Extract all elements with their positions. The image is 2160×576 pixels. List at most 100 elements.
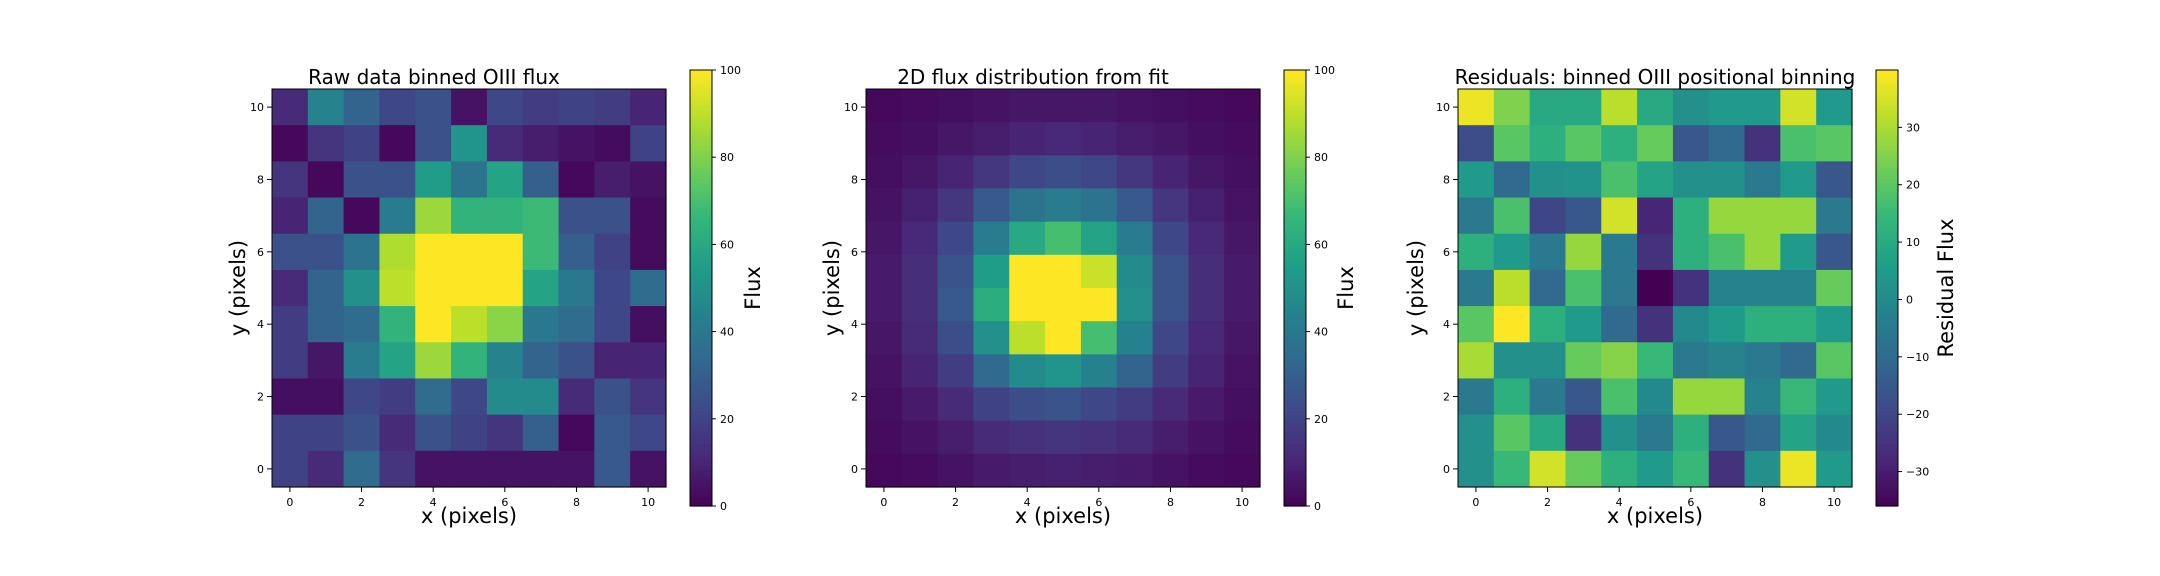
y-tick-label: 10 <box>1436 101 1450 114</box>
colorbar-gradient-step <box>1284 458 1306 463</box>
heatmap-cell <box>1493 197 1531 235</box>
heatmap-cell <box>1224 221 1261 256</box>
colorbar-tick-label: 80 <box>720 151 734 164</box>
heatmap-cell <box>379 306 416 343</box>
colorbar-gradient-step <box>1876 233 1898 238</box>
heatmap-cell <box>1152 453 1189 488</box>
heatmap-cell <box>1152 122 1189 156</box>
heatmap-cell <box>866 288 903 322</box>
x-tick-label: 2 <box>952 496 959 509</box>
colorbar-gradient-step <box>690 208 712 213</box>
colorbar-tick-label: 20 <box>1906 179 1920 192</box>
colorbar-gradient-step <box>1284 99 1306 104</box>
colorbar-gradient-step <box>690 233 712 238</box>
heatmap-cell <box>1188 453 1225 488</box>
heatmap-cell <box>1116 321 1154 355</box>
colorbar-gradient-step <box>690 404 712 409</box>
colorbar-gradient-step <box>1876 171 1898 176</box>
colorbar-gradient-step <box>690 109 712 115</box>
heatmap-cell <box>1458 161 1495 199</box>
colorbar-gradient-step <box>1284 273 1306 278</box>
heatmap-cell <box>1188 89 1225 123</box>
colorbar-gradient-step <box>1284 353 1306 358</box>
heatmap-cell <box>1816 125 1853 162</box>
colorbar-gradient-step <box>1876 389 1898 394</box>
colorbar-gradient-step <box>1876 258 1898 264</box>
heatmap-cell <box>1744 378 1781 416</box>
colorbar-gradient-step <box>1876 142 1898 147</box>
heatmap-cell <box>937 288 975 322</box>
heatmap-cell <box>307 125 345 162</box>
heatmap-cell <box>1188 254 1225 289</box>
colorbar-gradient-step <box>1284 426 1306 431</box>
colorbar-gradient-step <box>1876 295 1898 300</box>
heatmap-cell <box>1045 288 1082 322</box>
heatmap-cell <box>1458 378 1495 416</box>
colorbar-gradient-step <box>1284 324 1306 329</box>
colorbar-gradient-step <box>690 269 712 275</box>
colorbar-gradient-step <box>1876 277 1898 282</box>
colorbar-gradient-step <box>690 204 712 209</box>
heatmap-cell <box>379 233 416 271</box>
colorbar-gradient-step <box>1876 109 1898 115</box>
colorbar-gradient-step <box>1284 313 1306 318</box>
colorbar-gradient-step <box>1284 226 1306 231</box>
colorbar-gradient-step <box>690 342 712 347</box>
colorbar-gradient-step <box>1876 491 1898 496</box>
colorbar-gradient-step <box>690 222 712 227</box>
heatmap-cell <box>594 125 631 162</box>
colorbar-gradient-step <box>1284 400 1306 405</box>
heatmap-cell <box>973 254 1010 289</box>
heatmap-cell <box>973 420 1010 455</box>
colorbar-gradient-step <box>690 418 712 424</box>
heatmap-cell <box>594 306 631 343</box>
heatmap-cell <box>1224 188 1261 223</box>
colorbar-gradient-step <box>690 135 712 140</box>
heatmap-cell <box>307 89 345 126</box>
colorbar-gradient-step <box>1876 357 1898 362</box>
colorbar-gradient-step <box>1284 393 1306 398</box>
heatmap-cell <box>307 342 345 380</box>
heatmap-cell <box>937 453 975 488</box>
colorbar-gradient-step <box>690 193 712 198</box>
colorbar-gradient-step <box>690 422 712 427</box>
colorbar-gradient-step <box>1284 215 1306 220</box>
y-tick-label: 4 <box>257 318 264 331</box>
colorbar-gradient-step <box>1876 418 1898 424</box>
colorbar-gradient-step <box>1284 320 1306 325</box>
colorbar-gradient-step <box>690 429 712 434</box>
heatmap-cell <box>630 161 667 199</box>
heatmap-cell <box>1152 321 1189 355</box>
colorbar-gradient-step <box>1284 415 1306 420</box>
heatmap-cell <box>901 420 939 455</box>
colorbar-gradient-step <box>1876 338 1898 344</box>
heatmap-cell <box>630 125 667 162</box>
heatmap-cell <box>901 221 939 256</box>
colorbar-gradient-step <box>1284 317 1306 322</box>
heatmap-cell <box>1565 161 1602 199</box>
heatmap-cell <box>1565 306 1602 343</box>
heatmap-cell <box>451 269 488 307</box>
heatmap-cell <box>1780 269 1817 307</box>
heatmap-cell <box>1565 450 1602 488</box>
colorbar-gradient-step <box>690 277 712 282</box>
colorbar-gradient-step <box>1284 447 1306 453</box>
colorbar-gradient-step <box>690 215 712 220</box>
x-axis-label: x (pixels) <box>421 504 517 528</box>
colorbar-gradient-step <box>690 371 712 376</box>
colorbar-gradient-step <box>1284 80 1306 86</box>
heatmap-cell <box>937 321 975 355</box>
colorbar-gradient-step <box>1876 226 1898 231</box>
plot-frame <box>865 88 1261 488</box>
x-tick-label: 4 <box>1024 496 1031 509</box>
colorbar-gradient-step <box>1876 222 1898 227</box>
heatmap-cell <box>901 453 939 488</box>
colorbar-label: Flux <box>1334 266 1358 310</box>
heatmap-cell <box>594 161 631 199</box>
heatmap-cell <box>1458 450 1495 488</box>
heatmap-cell <box>1009 354 1046 389</box>
y-tick-label: 6 <box>851 246 858 259</box>
heatmap-cell <box>1188 188 1225 223</box>
heatmap-cell <box>451 125 488 162</box>
heatmap-cell <box>1152 155 1189 190</box>
